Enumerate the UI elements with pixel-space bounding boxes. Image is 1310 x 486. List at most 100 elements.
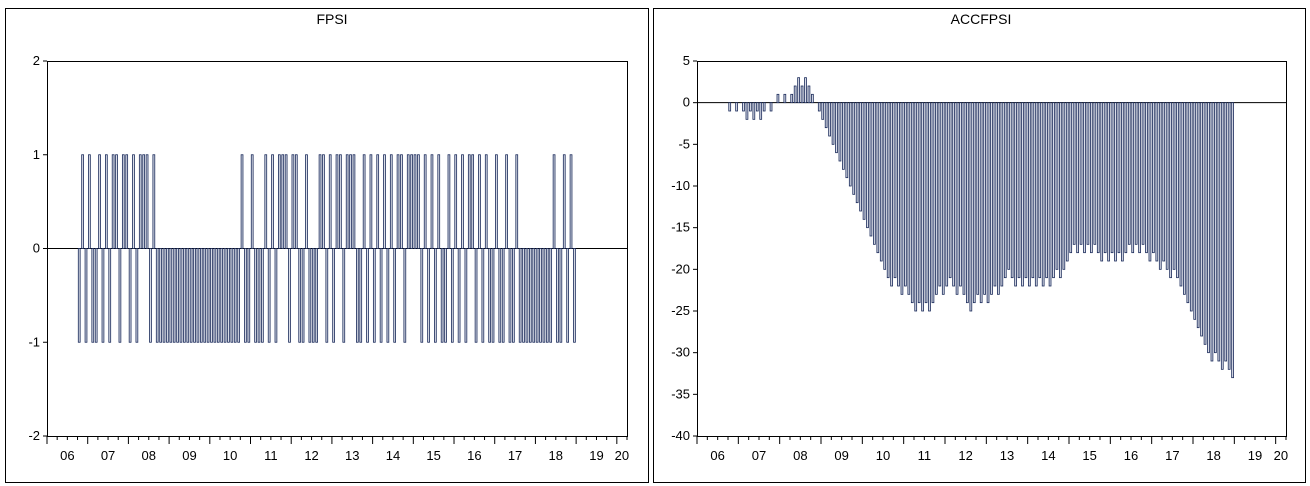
bar [904,102,907,287]
bar [1069,102,1073,254]
bar [1214,102,1217,354]
bar [762,102,766,112]
bar [1131,102,1135,254]
bar [450,248,454,343]
bar [983,102,986,295]
bar [1000,102,1004,287]
bar [1193,102,1197,320]
bar [325,248,329,343]
bar [356,248,359,343]
bar [183,248,186,343]
bar [132,154,135,249]
bar [883,102,887,270]
bar [993,102,997,287]
x-tick-label: 08 [793,448,807,463]
bar [464,248,468,343]
bar [159,248,162,343]
bar [1031,102,1035,279]
x-tick-label: 12 [304,448,318,463]
x-tick-label: 07 [101,448,115,463]
bar [223,248,227,343]
bar [935,102,938,295]
bar [1145,102,1148,254]
bar [288,248,291,343]
bar [406,154,410,249]
bar [1127,102,1131,245]
bar [1217,102,1221,362]
bar [206,248,210,343]
bar [189,248,193,343]
bar [1072,102,1076,245]
y-tick-label: 5 [683,53,690,68]
bar [752,102,756,120]
bar [478,154,481,249]
bar [1176,102,1179,279]
bar [512,248,515,343]
x-tick-label: 12 [958,448,972,463]
bar [1117,102,1121,254]
bar [311,248,315,343]
bar [193,248,196,343]
bar [845,102,849,179]
bar [938,102,942,287]
bar [115,154,118,249]
bar [434,248,437,343]
panel-accfpsi-border [653,8,1306,483]
bar [315,248,318,343]
x-tick-label: 20 [1274,448,1288,463]
y-tick-label: -20 [671,261,690,276]
bar [1093,102,1097,245]
bar [166,248,169,343]
bar [824,102,828,129]
bar [505,154,508,249]
bar [359,248,363,343]
bar [1083,102,1086,254]
bar [335,154,339,249]
bar [928,102,931,312]
bar [1090,102,1093,254]
bar [437,154,441,249]
bar [831,102,835,145]
bar [924,102,928,304]
bar [461,154,464,249]
bar [94,248,98,343]
bar [301,248,305,343]
bar [457,248,461,343]
bar [420,248,424,343]
bar [907,102,911,295]
bar [976,102,980,295]
bar [264,154,268,249]
bar [345,154,349,249]
bar [556,248,559,343]
x-tick-label: 15 [426,448,440,463]
bar [322,154,325,249]
bar [81,154,84,249]
x-tick-label: 09 [834,448,848,463]
bar [488,248,491,343]
x-tick-label: 14 [386,448,400,463]
bar [125,154,129,249]
bar [362,154,366,249]
bar [955,102,959,295]
bar [332,248,335,343]
bar [1162,102,1166,262]
bar [318,154,322,249]
bar [1134,102,1138,245]
bar [77,248,81,343]
bar [339,154,342,249]
y-tick-label: 1 [33,147,40,162]
bar [98,154,101,249]
bar [742,102,745,112]
bar [549,248,553,343]
x-tick-label: 17 [1165,448,1179,463]
bar [945,102,949,287]
bar [393,248,397,343]
bar [1096,102,1100,254]
x-tick-label: 15 [1082,448,1096,463]
bar [1100,102,1104,262]
bar [990,102,993,295]
bar [842,102,845,170]
bar [108,248,112,343]
bar [821,102,825,120]
bar [400,154,403,249]
